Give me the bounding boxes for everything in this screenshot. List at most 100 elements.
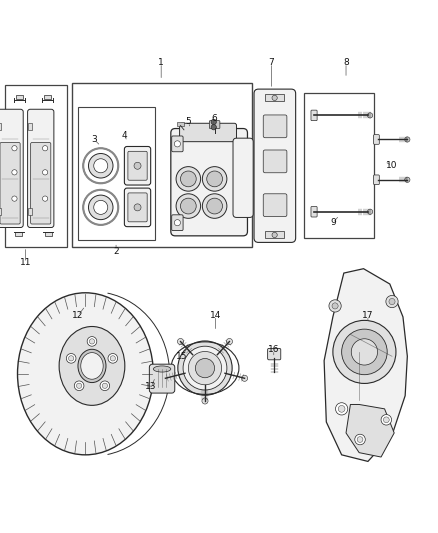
Circle shape bbox=[351, 339, 378, 365]
Circle shape bbox=[108, 353, 118, 363]
Bar bbox=[0, 208, 1, 215]
Circle shape bbox=[178, 341, 232, 395]
Text: 7: 7 bbox=[268, 58, 275, 67]
Bar bbox=[28, 208, 32, 215]
Ellipse shape bbox=[81, 353, 103, 379]
Circle shape bbox=[83, 148, 118, 183]
Circle shape bbox=[207, 171, 223, 187]
Circle shape bbox=[183, 346, 227, 390]
FancyBboxPatch shape bbox=[233, 138, 253, 217]
Text: 11: 11 bbox=[20, 259, 31, 268]
FancyBboxPatch shape bbox=[263, 150, 287, 173]
Circle shape bbox=[68, 356, 74, 361]
FancyBboxPatch shape bbox=[128, 151, 147, 180]
Bar bbox=[45, 232, 52, 236]
Bar bbox=[44, 95, 51, 99]
Circle shape bbox=[180, 198, 196, 214]
Circle shape bbox=[66, 353, 76, 363]
Circle shape bbox=[110, 356, 116, 361]
Text: 16: 16 bbox=[268, 345, 279, 354]
Text: 3: 3 bbox=[91, 135, 97, 144]
FancyBboxPatch shape bbox=[254, 89, 296, 243]
FancyBboxPatch shape bbox=[124, 147, 151, 185]
Circle shape bbox=[367, 113, 373, 118]
Circle shape bbox=[211, 119, 216, 125]
Bar bbox=[28, 123, 32, 130]
Bar bbox=[265, 94, 284, 101]
Ellipse shape bbox=[78, 349, 106, 383]
Circle shape bbox=[381, 415, 392, 425]
FancyBboxPatch shape bbox=[268, 349, 281, 360]
FancyBboxPatch shape bbox=[304, 93, 374, 238]
Circle shape bbox=[87, 336, 97, 346]
Circle shape bbox=[332, 303, 338, 309]
Circle shape bbox=[405, 177, 410, 182]
FancyBboxPatch shape bbox=[311, 110, 317, 120]
Ellipse shape bbox=[59, 327, 125, 405]
Circle shape bbox=[174, 141, 180, 147]
Circle shape bbox=[202, 167, 227, 191]
Circle shape bbox=[272, 95, 277, 101]
Circle shape bbox=[176, 194, 201, 219]
Bar bbox=[15, 232, 22, 236]
FancyBboxPatch shape bbox=[0, 109, 23, 228]
Text: 8: 8 bbox=[343, 58, 349, 67]
Circle shape bbox=[338, 406, 345, 412]
Circle shape bbox=[88, 195, 113, 220]
Circle shape bbox=[94, 200, 108, 214]
Bar bbox=[0, 123, 1, 130]
Circle shape bbox=[272, 232, 277, 238]
Circle shape bbox=[100, 381, 110, 391]
FancyBboxPatch shape bbox=[149, 364, 175, 393]
FancyBboxPatch shape bbox=[263, 194, 287, 216]
Circle shape bbox=[88, 154, 113, 178]
Circle shape bbox=[386, 295, 398, 308]
Circle shape bbox=[202, 194, 227, 219]
Circle shape bbox=[357, 437, 363, 442]
FancyBboxPatch shape bbox=[28, 109, 54, 228]
Circle shape bbox=[12, 146, 17, 151]
Circle shape bbox=[405, 137, 410, 142]
Circle shape bbox=[162, 375, 169, 381]
Circle shape bbox=[202, 398, 208, 404]
FancyBboxPatch shape bbox=[180, 123, 237, 142]
FancyBboxPatch shape bbox=[311, 206, 317, 217]
Circle shape bbox=[342, 329, 387, 375]
FancyBboxPatch shape bbox=[31, 142, 51, 224]
Circle shape bbox=[42, 169, 48, 175]
FancyBboxPatch shape bbox=[374, 135, 379, 144]
FancyBboxPatch shape bbox=[172, 215, 183, 231]
Ellipse shape bbox=[18, 293, 153, 455]
Circle shape bbox=[241, 375, 247, 381]
Text: 13: 13 bbox=[145, 383, 157, 391]
FancyBboxPatch shape bbox=[5, 85, 67, 247]
Circle shape bbox=[42, 146, 48, 151]
Text: 1: 1 bbox=[158, 58, 164, 67]
Text: 2: 2 bbox=[113, 247, 119, 256]
Text: 14: 14 bbox=[210, 311, 221, 320]
Circle shape bbox=[42, 196, 48, 201]
Circle shape bbox=[367, 209, 373, 214]
Circle shape bbox=[89, 339, 95, 344]
FancyBboxPatch shape bbox=[124, 188, 151, 227]
Circle shape bbox=[180, 171, 196, 187]
Text: 9: 9 bbox=[330, 218, 336, 227]
FancyBboxPatch shape bbox=[263, 115, 287, 138]
Circle shape bbox=[355, 434, 365, 445]
Text: 6: 6 bbox=[212, 114, 218, 123]
Circle shape bbox=[211, 125, 216, 130]
Bar bbox=[177, 122, 184, 126]
FancyBboxPatch shape bbox=[72, 83, 252, 247]
Circle shape bbox=[102, 383, 107, 389]
Circle shape bbox=[383, 417, 389, 423]
Circle shape bbox=[195, 359, 215, 378]
Circle shape bbox=[389, 298, 395, 304]
Text: 17: 17 bbox=[362, 311, 374, 320]
Polygon shape bbox=[346, 405, 394, 457]
Circle shape bbox=[12, 169, 17, 175]
FancyBboxPatch shape bbox=[172, 136, 183, 152]
FancyBboxPatch shape bbox=[78, 107, 155, 240]
Circle shape bbox=[77, 383, 82, 389]
Circle shape bbox=[83, 190, 118, 225]
Circle shape bbox=[12, 196, 17, 201]
